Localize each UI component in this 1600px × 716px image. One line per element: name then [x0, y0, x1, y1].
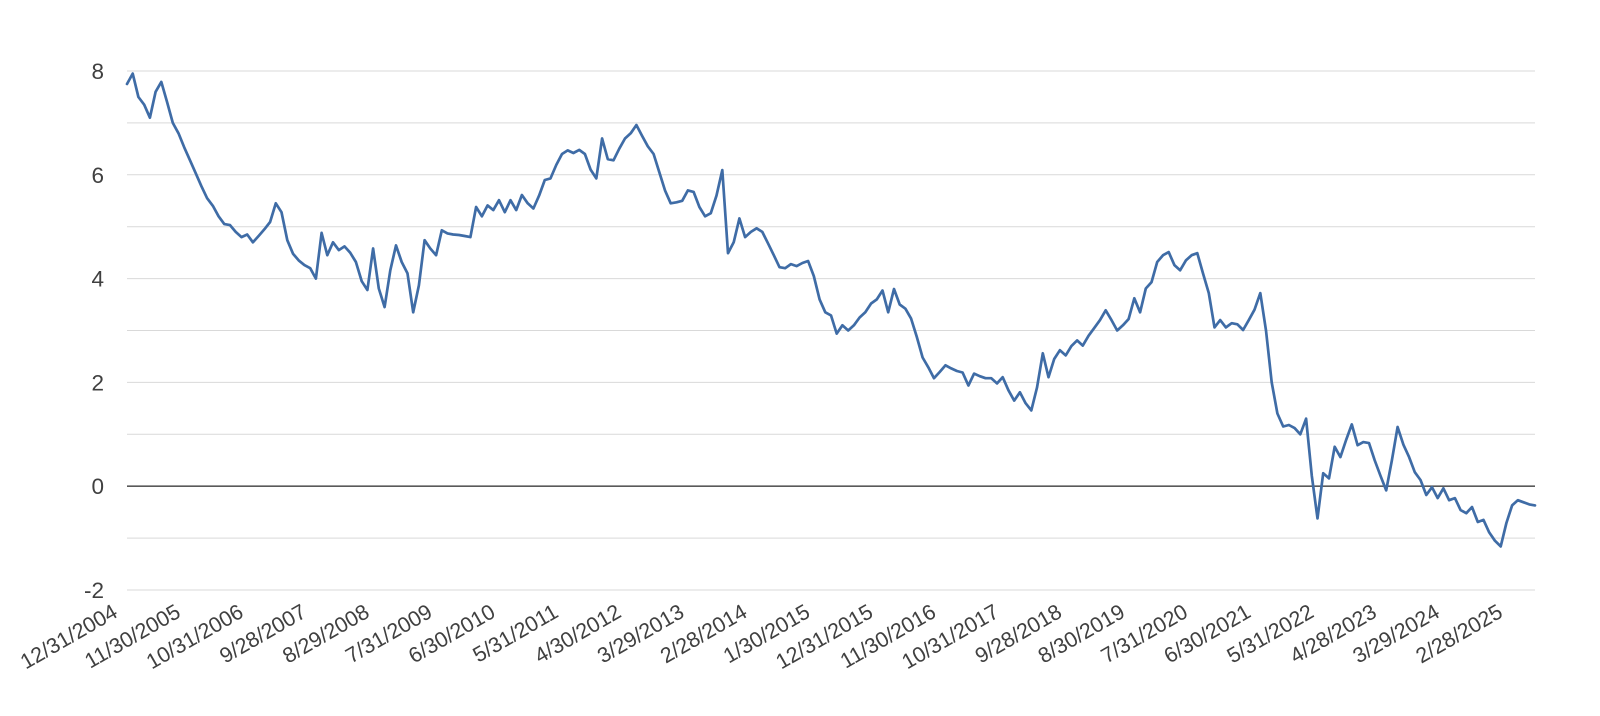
gridlines [127, 70, 1535, 591]
y-tick-label: 6 [91, 163, 104, 188]
data-series-line [125, 72, 1537, 548]
y-tick-label: 4 [91, 267, 104, 292]
y-tick-label: 2 [91, 370, 104, 395]
x-axis-labels: 12/31/200411/30/200510/31/20069/28/20078… [16, 600, 1506, 675]
y-tick-label: -2 [84, 578, 104, 603]
y-tick-label: 0 [91, 474, 104, 499]
y-tick-label: 8 [91, 59, 104, 84]
y-axis-labels: 8 6 4 2 0 -2 [84, 59, 104, 603]
